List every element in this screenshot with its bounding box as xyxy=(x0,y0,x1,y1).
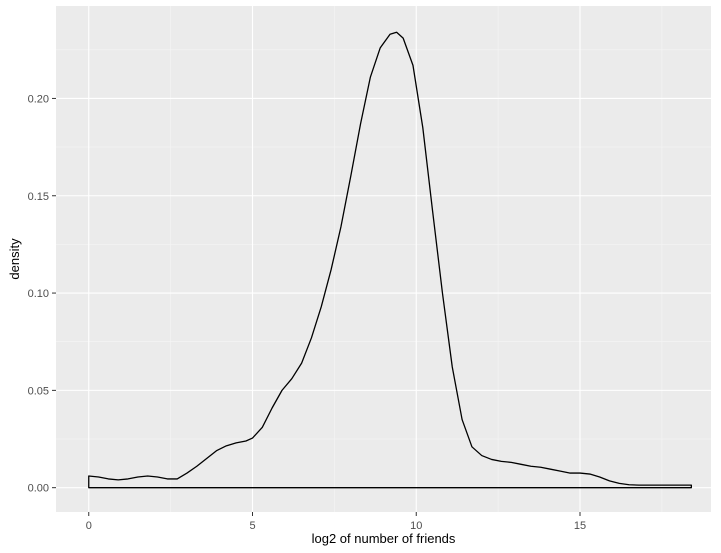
minor-grid xyxy=(56,6,711,512)
y-tick-label: 0.05 xyxy=(28,385,49,397)
y-axis-ticks: 0.00 0.05 0.10 0.15 0.20 xyxy=(28,93,56,495)
y-tick-label: 0.00 xyxy=(28,483,49,495)
plot-panel xyxy=(56,6,711,512)
y-tick-label: 0.10 xyxy=(28,288,49,300)
x-axis-ticks: 0 5 10 15 xyxy=(86,512,586,532)
x-axis-title: log2 of number of friends xyxy=(312,531,456,546)
x-tick-label: 0 xyxy=(86,520,92,532)
y-tick-label: 0.20 xyxy=(28,93,49,105)
x-tick-label: 5 xyxy=(249,520,255,532)
x-tick-label: 10 xyxy=(410,520,422,532)
density-curve xyxy=(88,31,692,489)
x-tick-label: 15 xyxy=(574,520,586,532)
y-axis-title: density xyxy=(7,238,22,280)
y-tick-label: 0.15 xyxy=(28,191,49,203)
